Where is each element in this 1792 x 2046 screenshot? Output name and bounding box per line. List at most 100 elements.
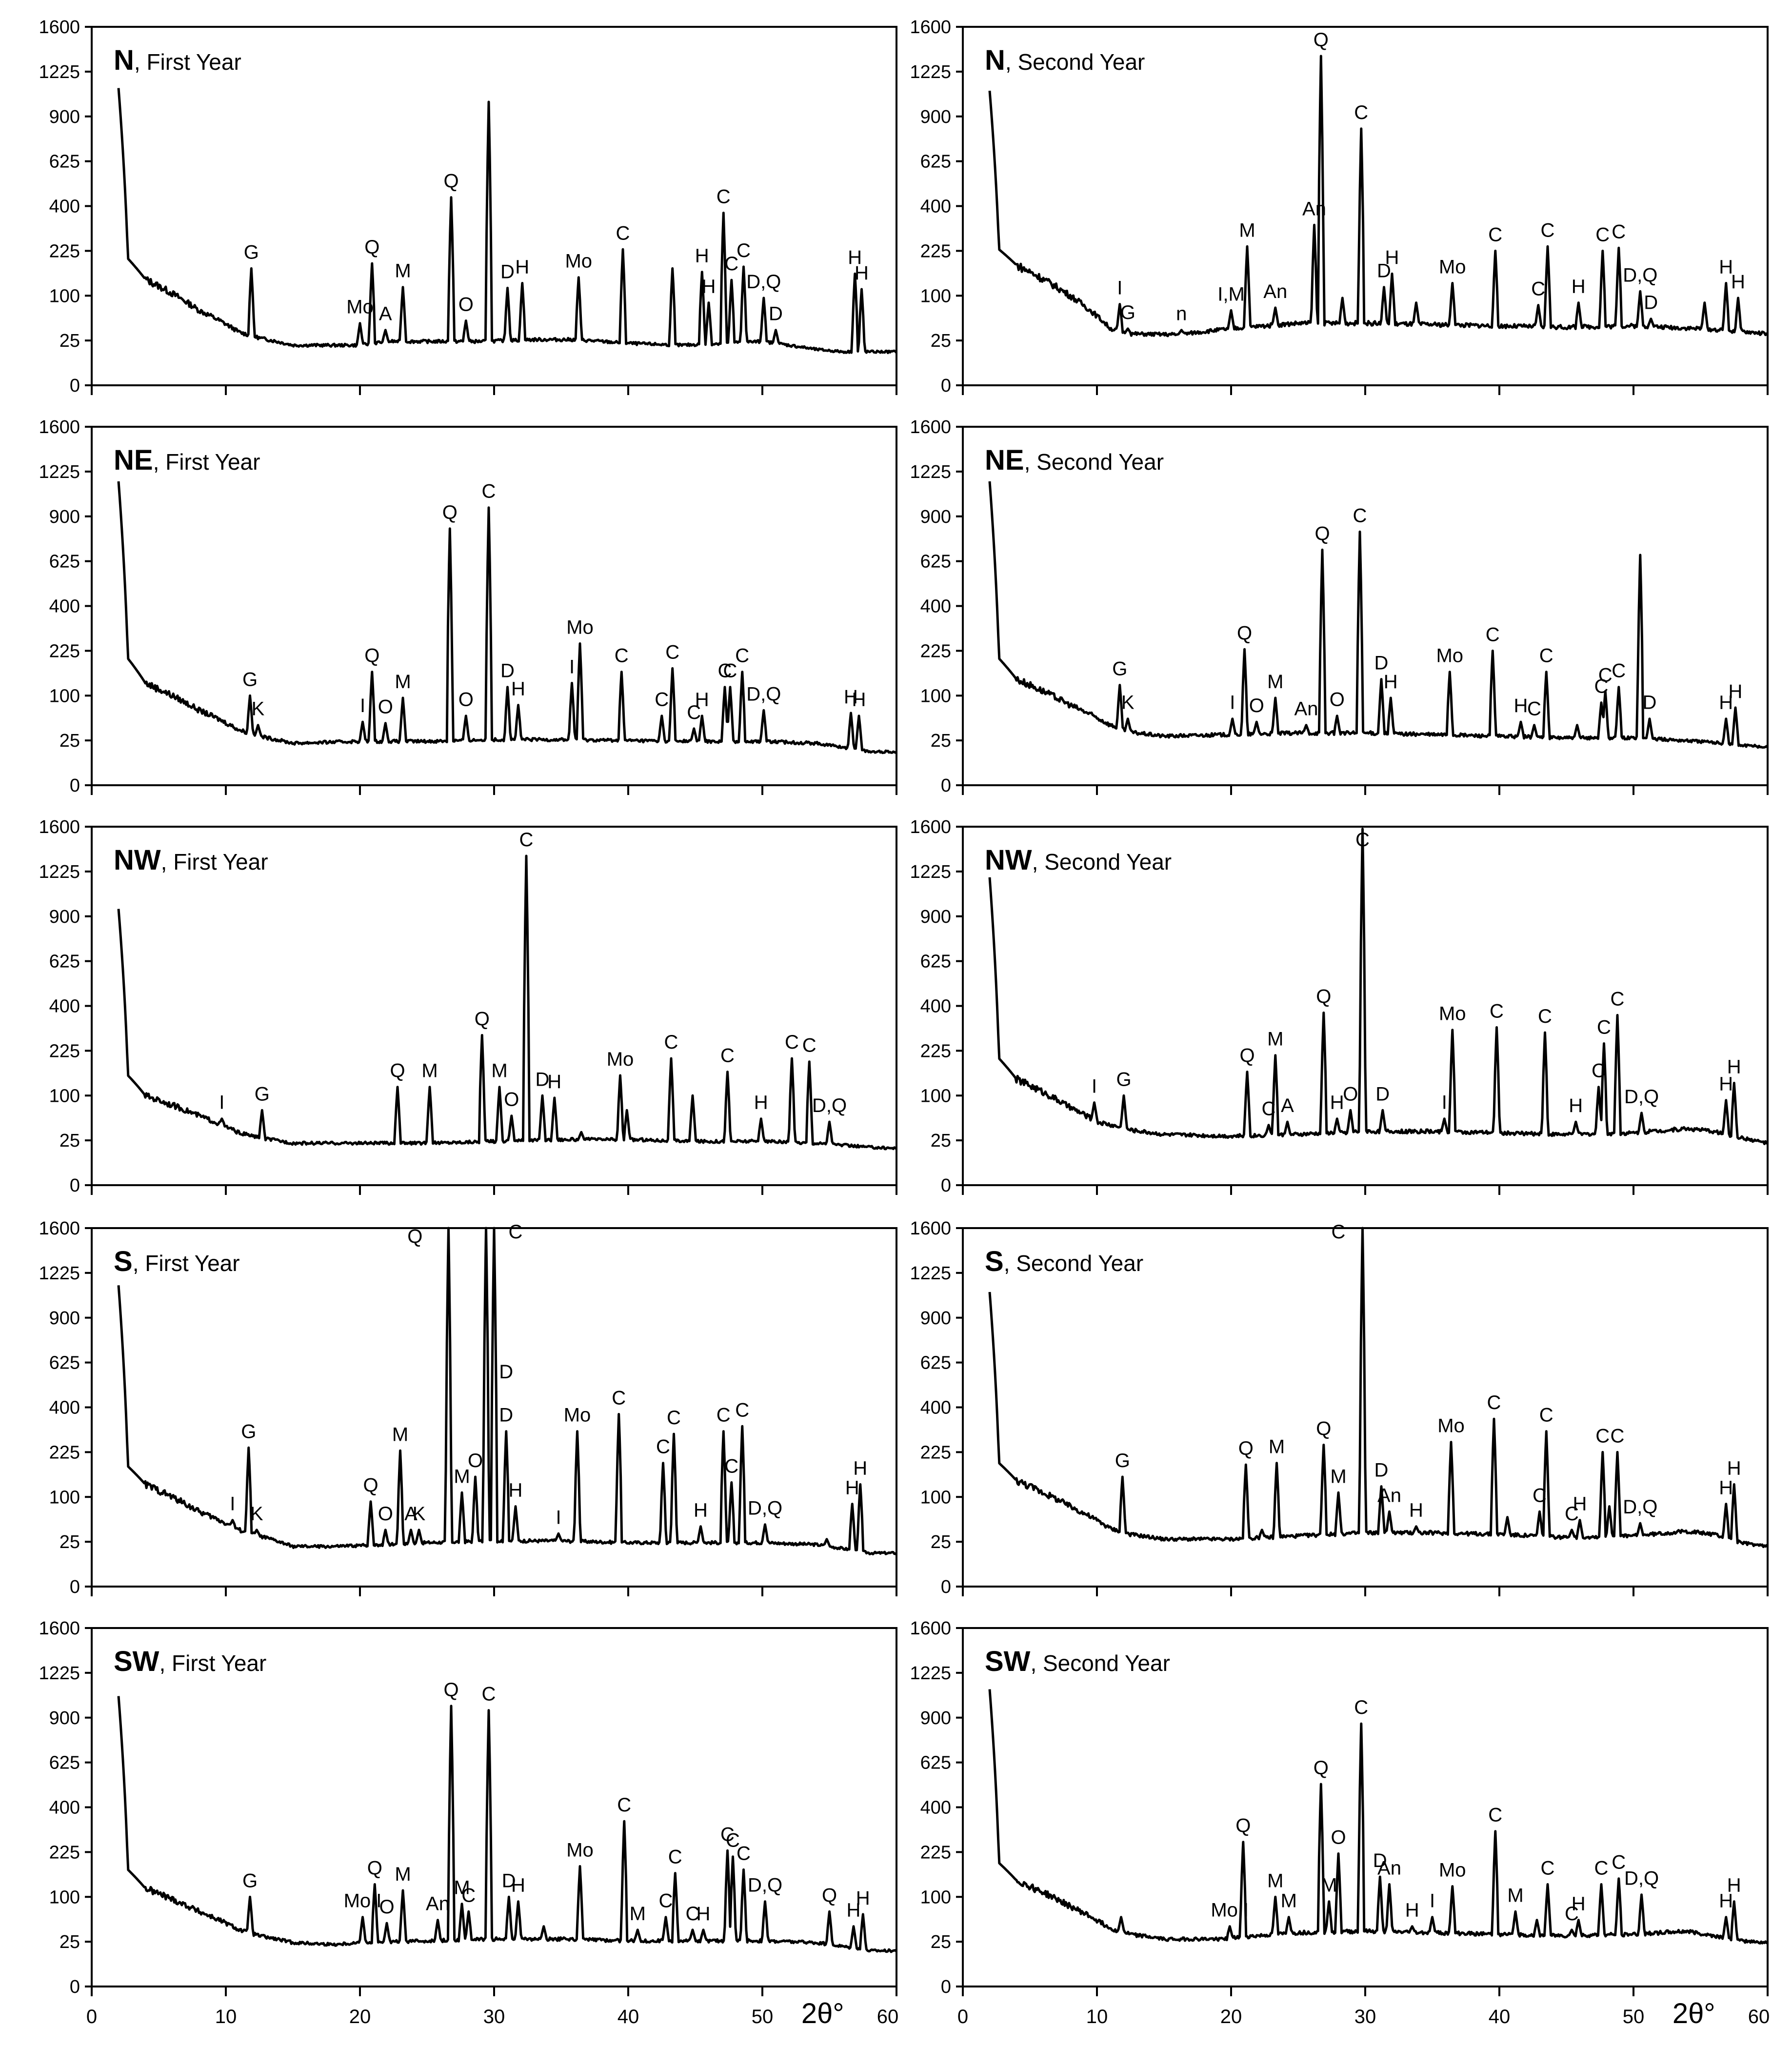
panel-title: SW, Second Year [985,1646,1170,1677]
peak-label: H [1573,1493,1587,1515]
panel-title: NW, Second Year [985,844,1172,876]
peak-label: C [1565,1503,1579,1525]
peak-label: H [1729,681,1743,702]
diffraction-trace [988,481,1769,749]
peak-label: C [717,1405,731,1426]
peak-label: K [413,1503,426,1525]
peak-label: D,Q [1624,1086,1659,1108]
peak-label: C [616,222,630,244]
y-tick-label: 1225 [910,862,951,882]
peak-label: C [665,641,679,663]
panel-title-year: , Second Year [1004,1251,1143,1276]
panel-title-year: , First Year [153,449,260,475]
peak-label: M [395,1864,411,1885]
peak-label: D,Q [1623,264,1657,286]
peak-label: Q [1314,29,1329,51]
x-tick-label: 40 [617,2006,639,2027]
peak-label: M [1267,671,1283,693]
panel-title-site: NE [985,444,1024,476]
x-axis-label: 2θ° [801,1998,844,2029]
panel-title-site: SW [114,1646,159,1677]
peak-label: C [1487,1392,1501,1413]
peak-label: I [1230,692,1235,714]
peak-label: C [1531,278,1545,300]
panel-nw-first-year: 0 25 100 225 400 625 900 1225 1600 NW, First Year… [39,817,897,1196]
y-tick-label: 1225 [910,62,951,82]
y-tick-label: 900 [920,1308,951,1329]
peak-label: O [1249,695,1264,716]
y-tick-label: 0 [70,775,80,796]
peak-label: Q [367,1857,382,1879]
peak-label: D [1374,653,1389,674]
peak-label: C [724,253,738,275]
peak-label: H [1719,1890,1733,1912]
peak-label: C [617,1794,631,1816]
diffraction-trace [117,88,897,355]
peak-label: M [1269,1436,1285,1458]
peak-label: C [720,1824,735,1845]
y-tick-label: 100 [49,1887,80,1907]
peak-label: C [667,1407,681,1429]
peak-label: H [1572,1893,1586,1915]
peak-label: H [1330,1092,1344,1113]
peak-label: O [1343,1083,1358,1105]
peak-label: D,Q [1623,1496,1657,1518]
x-tick-label: 20 [349,2006,371,2027]
peak-label: D [499,1405,513,1426]
peak-label: O [468,1450,483,1471]
peak-label: I [569,656,575,677]
peak-label: H [844,686,858,708]
peak-label: H [695,689,709,711]
peak-label: D [1644,292,1658,314]
y-tick-label: 25 [60,1131,80,1151]
panel-title-year: , Second Year [1024,449,1164,475]
peak-label: C [723,660,737,682]
y-tick-label: 1600 [910,417,951,437]
x-tick-label: 40 [1489,2006,1511,2027]
peak-label: C [1353,505,1367,526]
peak-label: An [1302,198,1326,219]
peak-label: Q [364,237,379,258]
peak-label: H [694,1500,708,1521]
y-tick-label: 900 [49,1708,80,1728]
peak-label: M [1281,1890,1297,1912]
x-tick-label: 50 [1623,2006,1645,2027]
y-tick-label: 0 [70,1175,80,1196]
peak-label: C [1488,224,1502,245]
panel-title-site: S [985,1246,1004,1277]
y-tick-label: 400 [49,1798,80,1818]
peak-label: Mo [1439,1003,1466,1025]
panel-s-second-year: 0 25 100 225 400 625 900 1225 1600 S, Second Year… [910,1218,1769,1597]
peak-label: C [519,829,534,851]
peak-label: H [1719,1477,1733,1499]
peak-label: H [515,256,529,278]
peak-label: A [379,303,392,325]
peak-label: Q [390,1060,405,1082]
y-tick-label: 1600 [910,1618,951,1639]
peak-label: C [1541,1857,1555,1879]
peak-label: C [802,1035,816,1056]
y-tick-label: 400 [920,596,951,617]
panel-title-year: , First Year [133,1251,240,1276]
peak-label: D [500,660,515,682]
y-tick-label: 625 [920,552,951,572]
peak-label: D [502,1870,516,1891]
y-tick-label: 625 [920,1353,951,1373]
panel-title-year: , Second Year [1030,1650,1170,1676]
peak-label: H [1569,1095,1583,1116]
peak-label: C [1612,221,1626,242]
y-tick-label: 625 [49,1353,80,1373]
peak-label: H [1727,1875,1741,1896]
peak-label: M [395,671,411,693]
peak-label: A [404,1503,418,1525]
peak-label: A [1281,1095,1294,1116]
peak-label: An [1377,1857,1401,1879]
peak-label: Mo [607,1049,634,1070]
y-tick-label: 1600 [39,1618,80,1639]
y-tick-label: 0 [941,376,951,396]
peak-label: C [1595,224,1610,245]
y-tick-label: 0 [70,1977,80,1997]
peak-label: H [1719,1073,1733,1095]
peak-label: H [1727,1457,1741,1479]
peak-label: M [1330,1466,1346,1487]
